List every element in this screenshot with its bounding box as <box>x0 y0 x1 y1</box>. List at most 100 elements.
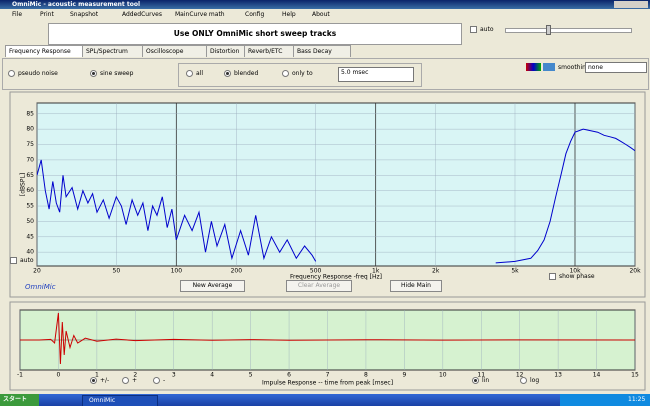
radio-option[interactable]: - <box>153 377 165 384</box>
radio-option[interactable]: + <box>122 377 137 384</box>
menu-item[interactable]: Config <box>245 11 265 18</box>
x-tick-label: 20 <box>33 268 41 275</box>
slider-thumb[interactable] <box>546 25 551 35</box>
tab[interactable]: Bass Decay <box>293 45 351 57</box>
x-tick-label: 11 <box>477 372 485 379</box>
label: +/- <box>100 377 110 384</box>
brand: OmniMic <box>25 283 56 291</box>
menu-item[interactable]: MainCurve math <box>175 11 225 18</box>
y-axis-label: [dBSPL] <box>20 173 27 196</box>
smoothing-select[interactable]: none <box>585 62 647 73</box>
smoothing-icon[interactable] <box>526 63 541 71</box>
y-tick-label: 45 <box>26 233 34 240</box>
label: show phase <box>559 273 595 280</box>
y-tick-label: 70 <box>26 156 34 163</box>
x-axis-label: Frequency Response -freq [Hz] <box>290 274 382 281</box>
tab[interactable]: Distortion <box>206 45 245 57</box>
label: all <box>196 70 204 77</box>
auto-checkbox[interactable]: auto <box>10 257 34 264</box>
options-panel <box>2 58 649 90</box>
x-tick-label: 200 <box>231 268 243 275</box>
window-controls[interactable] <box>614 1 648 8</box>
radio-only-to[interactable]: only to <box>282 70 313 77</box>
radio-option[interactable]: log <box>520 377 539 384</box>
tray <box>560 394 650 406</box>
x-tick-label: 50 <box>113 268 121 275</box>
menu-item[interactable]: AddedCurves <box>122 11 162 18</box>
slider[interactable] <box>505 28 632 33</box>
data-line <box>37 128 635 264</box>
radio-all[interactable]: all <box>186 70 203 77</box>
radio-sine-sweep[interactable]: sine sweep <box>90 70 133 77</box>
y-tick-label: 55 <box>26 203 34 210</box>
label: log <box>530 377 540 384</box>
x-tick-label: 13 <box>554 372 562 379</box>
x-tick-label: -1 <box>17 372 23 379</box>
label: - <box>163 377 166 384</box>
x-tick-label: 10k <box>569 268 581 275</box>
menu-item[interactable]: About <box>312 11 330 18</box>
radio-blended[interactable]: blended <box>224 70 258 77</box>
y-tick-label: 85 <box>26 110 34 117</box>
title-bar <box>0 0 650 9</box>
label: blended <box>234 70 259 77</box>
label: + <box>132 377 138 384</box>
radio-option[interactable]: +/- <box>90 377 109 384</box>
tab[interactable]: SPL/Spectrum <box>82 45 143 57</box>
y-tick-label: 65 <box>26 172 34 179</box>
y-tick-label: 60 <box>26 187 34 194</box>
x-tick-label: 0 <box>57 372 61 379</box>
x-tick-label: 3 <box>172 372 176 379</box>
x-tick-label: 2k <box>432 268 440 275</box>
label: auto <box>20 257 34 264</box>
button[interactable]: Hide Main <box>390 280 442 292</box>
radio-option[interactable]: lin <box>472 377 489 384</box>
y-tick-label: 75 <box>26 141 34 148</box>
tab[interactable]: Oscilloscope <box>142 45 207 57</box>
tab[interactable]: Frequency Response <box>5 45 84 57</box>
taskbar-app[interactable]: OmniMic <box>82 395 158 406</box>
menu-item[interactable]: Help <box>282 11 296 18</box>
taskbar <box>0 394 650 406</box>
x-tick-label: 12 <box>516 372 524 379</box>
start-button[interactable]: スタート <box>0 394 39 406</box>
x-tick-label: 7 <box>326 372 330 379</box>
label: lin <box>482 377 490 384</box>
x-tick-label: 500 <box>310 268 322 275</box>
x-tick-label: 4 <box>210 372 214 379</box>
x-tick-label: 8 <box>364 372 368 379</box>
x-tick-label: 1k <box>372 268 380 275</box>
smoothing-icon[interactable] <box>543 63 555 71</box>
auto-check[interactable]: auto <box>470 26 494 33</box>
x-tick-label: 1 <box>95 372 99 379</box>
x-tick-label: 10 <box>439 372 447 379</box>
button[interactable]: New Average <box>180 280 245 292</box>
menu-item[interactable]: Snapshot <box>70 11 99 18</box>
x-tick-label: 2 <box>133 372 137 379</box>
label: sine sweep <box>100 70 134 77</box>
x-tick-label: 15 <box>631 372 639 379</box>
menu-item[interactable]: Print <box>40 11 54 18</box>
x-tick-label: 9 <box>402 372 406 379</box>
show-phase[interactable]: show phase <box>549 273 595 280</box>
banner: Use ONLY OmniMic short sweep tracks <box>48 23 462 45</box>
y-tick-label: 80 <box>26 126 34 133</box>
x-tick-label: 5 <box>249 372 253 379</box>
window-title: OmniMic - acoustic measurement tool <box>12 1 141 8</box>
clock: 11:25 <box>628 396 646 403</box>
label: auto <box>480 26 494 33</box>
button[interactable]: Clear Average <box>286 280 352 292</box>
smoothing-label: smoothing <box>558 64 590 71</box>
x-tick-label: 100 <box>171 268 183 275</box>
data-line <box>20 312 635 365</box>
window-input[interactable]: 5.0 msec <box>338 67 414 82</box>
menu-item[interactable]: File <box>12 11 23 18</box>
x-tick-label: 14 <box>593 372 601 379</box>
label: only to <box>292 70 313 77</box>
y-tick-label: 50 <box>26 218 34 225</box>
radio-pseudo-noise[interactable]: pseudo noise <box>8 70 58 77</box>
tab[interactable]: Reverb/ETC <box>244 45 294 57</box>
x-tick-label: 20k <box>629 268 641 275</box>
